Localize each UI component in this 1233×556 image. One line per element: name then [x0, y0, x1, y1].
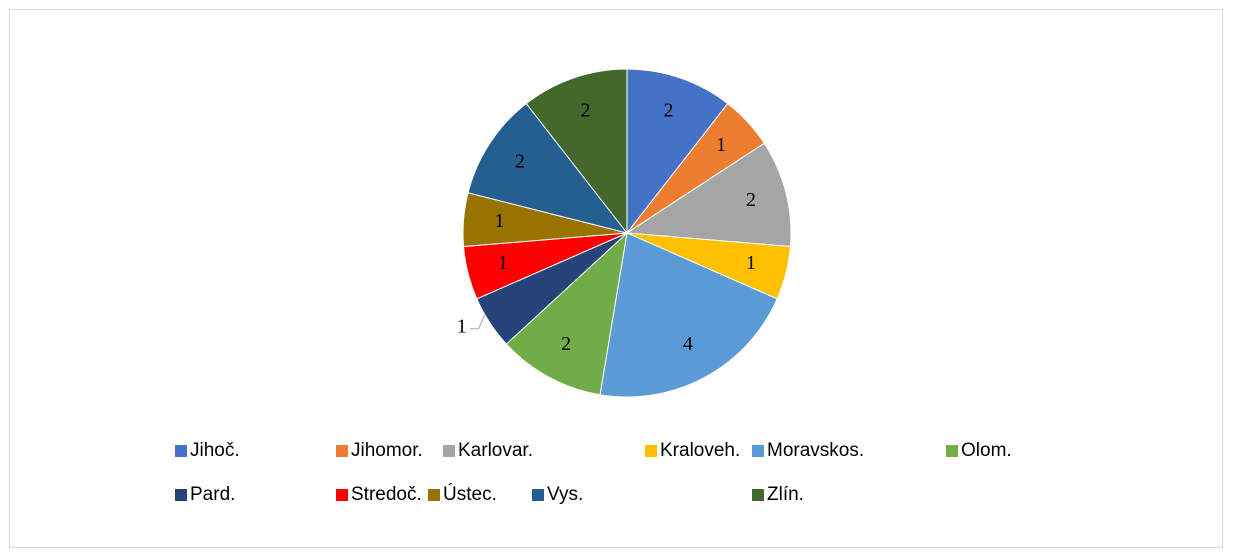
legend-swatch — [946, 445, 958, 457]
pie-slice — [505, 231, 628, 396]
legend-label: Jihoč. — [190, 440, 240, 461]
legend-swatch — [752, 445, 764, 457]
legend-swatch — [336, 489, 348, 501]
pie-slice — [626, 68, 729, 235]
legend-swatch — [443, 445, 455, 457]
pie-slice — [625, 142, 792, 248]
leader-line — [469, 314, 486, 330]
pie: 2 1 2 1 4 2 1 1 1 2 2 — [457, 68, 792, 398]
data-label: 2 — [664, 100, 674, 122]
data-label: 4 — [683, 333, 693, 355]
legend: Jihoč. Jihomor. Karlovar. Kraloveh. Moravsko… — [175, 440, 1012, 505]
legend-label: Ústec. — [443, 483, 497, 505]
data-label: 2 — [561, 333, 571, 355]
legend-label: Vys. — [547, 484, 583, 505]
data-label: 1 — [495, 210, 505, 232]
data-label: 2 — [515, 151, 525, 173]
data-label: 2 — [746, 189, 756, 211]
legend-label: Pard. — [190, 484, 235, 505]
legend-swatch — [336, 445, 348, 457]
data-label: 1 — [498, 252, 508, 274]
legend-label: Kraloveh. — [660, 440, 740, 461]
data-label: 1 — [716, 134, 726, 156]
legend-swatch — [175, 445, 187, 457]
legend-label: Stredoč. — [351, 484, 422, 505]
legend-swatch — [645, 445, 657, 457]
data-label: 1 — [457, 315, 467, 337]
legend-swatch — [175, 489, 187, 501]
pie-slice — [599, 232, 778, 398]
legend-swatch — [752, 489, 764, 501]
pie-slice — [525, 68, 628, 235]
legend-swatch — [428, 489, 440, 501]
pie-slice — [467, 102, 629, 234]
data-label: 2 — [580, 100, 590, 122]
legend-swatch — [532, 489, 544, 501]
legend-label: Karlovar. — [458, 440, 533, 461]
legend-label: Zlín. — [767, 484, 804, 505]
legend-label: Moravskos. — [767, 440, 864, 461]
legend-label: Olom. — [961, 440, 1012, 461]
legend-label: Jihomor. — [351, 440, 423, 461]
data-label: 1 — [746, 252, 756, 274]
